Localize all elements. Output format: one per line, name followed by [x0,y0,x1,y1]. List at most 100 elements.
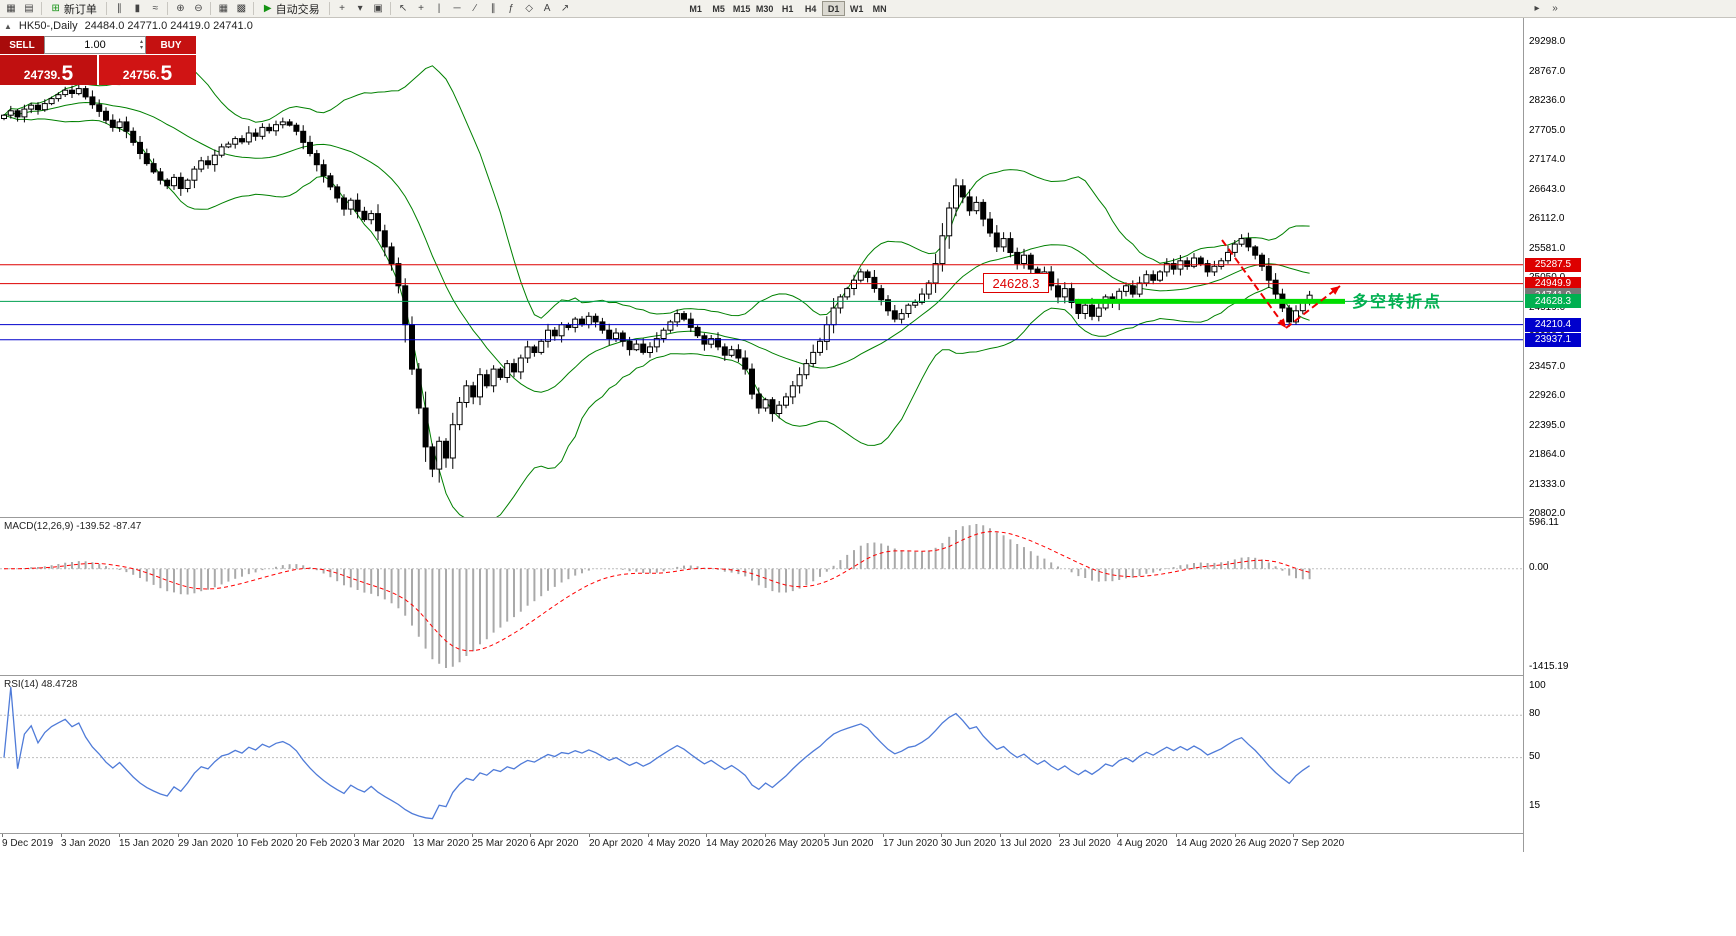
buy-price-big-digit: 5 [160,62,173,85]
buy-price[interactable]: 24756. 5 [99,55,196,85]
rsi-scale-label: 100 [1529,680,1546,691]
autotrading-button[interactable]: ▶ 自动交易 [258,1,326,16]
rsi-canvas[interactable] [0,676,1523,833]
chart-shift-icon[interactable]: ▸ [1534,3,1540,14]
volume-input[interactable]: 1.00 ▴ ▾ [44,36,146,54]
toolbar-right-icons: ▸» [1528,1,1564,16]
bar-chart-icon[interactable]: ∥ [116,3,122,14]
time-axis-tick [706,834,707,837]
time-axis-tick [941,834,942,837]
macd-panel: MACD(12,26,9) -139.52 -87.47 [0,517,1523,675]
date-label: 30 Jun 2020 [941,838,997,849]
new-order-button-label: 新订单 [63,3,97,16]
toolbar-separator [41,2,42,15]
time-axis-tick [296,834,297,837]
autotrading-icon: ▶ [263,3,272,14]
sell-price-big-digit: 5 [61,62,74,85]
date-label: 3 Mar 2020 [354,838,405,849]
fibonacci-icon[interactable]: ƒ [508,3,514,14]
cascade-windows-icon[interactable]: ▩ [236,3,247,14]
timeframe-h4[interactable]: H4 [804,3,817,14]
cursor-icon[interactable]: ↖ [398,3,408,14]
time-axis-tick [413,834,414,837]
price-scale-label: 26112.0 [1529,213,1565,224]
profiles-icon[interactable]: ▤ [24,3,34,14]
time-axis-tick [237,834,238,837]
chart-area: ▲ HK50-,Daily 24484.0 24771.0 24419.0 24… [0,18,1523,517]
toolbar-separator [167,2,169,15]
date-label: 26 Aug 2020 [1235,838,1292,849]
candlesticks [1,83,1313,483]
timeframe-h1[interactable]: H1 [781,3,794,14]
date-label: 14 Aug 2020 [1176,838,1233,849]
macd-scale-label: 0.00 [1529,561,1549,573]
date-label: 5 Jun 2020 [824,838,874,849]
line-chart-icon[interactable]: ≈ [152,3,159,14]
autotrading-button-label: 自动交易 [275,3,320,16]
time-axis-tick [589,834,590,837]
date-label: 6 Apr 2020 [530,838,579,849]
time-axis-tick [648,834,649,837]
time-axis-tick [354,834,355,837]
timeframe-m1[interactable]: M1 [689,3,702,14]
turning-point-price-box[interactable]: 24628.3 [983,273,1049,293]
time-axis-tick [119,834,120,837]
main-toolbar: ▦ ▤ ⊞ 新订单 ∥ ▮ ≈ ⊕ ⊖ ▦ ▩ ▶ 自动交易 + ▾ ▣ ↖ + | ─ ∕ ∥ ƒ ◇ A ↗ M1 M5 M15 M3… [0,0,1736,18]
macd-histogram [9,524,1311,668]
price-scale-label: 23457.0 [1529,360,1566,372]
time-axis-tick [883,834,884,837]
periods-icon[interactable]: ▾ [357,3,363,14]
candlestick-chart-icon[interactable]: ▮ [134,3,141,14]
price-chart-canvas[interactable] [0,18,1523,517]
timeframe-m5[interactable]: M5 [712,3,725,14]
price-scale-label: 28236.0 [1529,95,1566,106]
templates-icon[interactable]: ▣ [373,3,383,14]
sell-button[interactable]: SELL [0,36,44,54]
turning-point-price-tag: 24628.3 [1525,294,1581,309]
crosshair-icon[interactable]: + [418,3,425,14]
timeframe-mn[interactable]: MN [872,3,887,14]
price-axis[interactable]: 29298.0 28767.0 28236.0 27705.0 27174.0 26643… [1523,18,1736,852]
macd-canvas[interactable] [0,518,1523,675]
price-scale-label: 22395.0 [1529,419,1566,431]
vertical-line-icon[interactable]: | [437,3,441,14]
auto-scroll-icon[interactable]: » [1552,3,1558,14]
zoom-in-icon[interactable]: ⊕ [176,3,185,14]
trend-arrows [1221,239,1341,329]
rsi-panel: RSI(14) 48.4728 [0,675,1523,833]
timeframe-m30[interactable]: M30 [755,3,774,14]
timeframe-d1[interactable]: D1 [822,1,846,16]
trendline-icon[interactable]: ∕ [474,3,476,14]
volume-up-icon[interactable]: ▴ [139,39,143,45]
volume-down-icon[interactable]: ▾ [139,45,143,51]
volume-value: 1.00 [84,39,106,51]
toolbar-separator [390,2,392,15]
timeframe-m15[interactable]: M15 [732,3,751,14]
price-scale-label: 28767.0 [1529,65,1566,77]
horizontal-line-icon[interactable]: ─ [453,3,461,14]
indicators-icon[interactable]: + [339,3,346,14]
price-scale-label: 26643.0 [1529,183,1566,195]
equidistant-channel-icon[interactable]: ∥ [490,3,496,14]
one-click-trading-toggle[interactable]: ▲ [4,21,12,31]
timeframe-w1[interactable]: W1 [849,3,864,14]
buy-button[interactable]: BUY [146,36,196,54]
time-axis-tick [530,834,531,837]
horizontal-level-lines[interactable] [0,264,1523,341]
chart-ohlc-header: ▲ HK50-,Daily 24484.0 24771.0 24419.0 24… [4,20,253,32]
new-chart-icon[interactable]: ▦ [6,3,16,14]
price-scale-label: 22926.0 [1529,390,1566,401]
text-label-icon[interactable]: A [543,3,551,14]
new-order-button[interactable]: ⊞ 新订单 [46,1,103,16]
sell-price[interactable]: 24739. 5 [0,55,97,85]
tile-windows-icon[interactable]: ▦ [218,3,229,14]
price-scale-label: 21864.0 [1529,449,1566,460]
arrow-tools-icon[interactable]: ↗ [560,3,570,14]
price-scale-label: 27705.0 [1529,124,1566,136]
time-axis[interactable]: 9 Dec 2019 3 Jan 2020 15 Jan 2020 29 Jan 20… [0,833,1736,852]
date-label: 23 Jul 2020 [1059,838,1111,849]
date-label: 15 Jan 2020 [119,838,175,849]
shapes-icon[interactable]: ◇ [525,3,533,14]
zoom-out-icon[interactable]: ⊖ [194,3,203,14]
